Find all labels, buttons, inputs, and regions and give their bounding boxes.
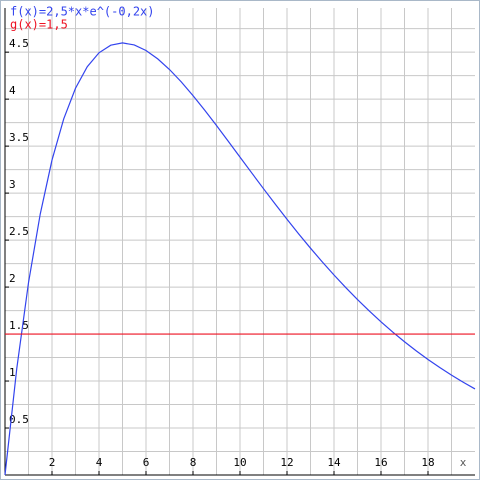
legend-entry: f(x)=2,5*x*e^(-0,2x)	[10, 5, 155, 19]
y-tick-label: 2.5	[9, 225, 29, 238]
y-tick-label: 1.5	[9, 319, 29, 332]
x-axis-label: x	[460, 456, 467, 469]
y-tick-label: 0.5	[9, 413, 29, 426]
y-tick-label: 1	[9, 366, 16, 379]
plot: 2 4 6 8 10 12 14 16 18 0.5 1 1.5 2 2.5 3 3.5 4 4.5 x	[4, 8, 476, 476]
x-tick-label: 2	[49, 456, 56, 469]
x-tick-label: 8	[190, 456, 197, 469]
x-tick-label: 10	[233, 456, 246, 469]
y-tick-label: 2	[9, 272, 16, 285]
y-tick-label: 4.5	[9, 37, 29, 50]
series-line	[4, 42, 476, 476]
legend-entry: g(x)=1,5	[10, 18, 68, 32]
y-tick-label: 3	[9, 178, 16, 191]
x-tick-label: 14	[327, 456, 341, 469]
grid	[5, 8, 475, 475]
y-tick-label: 3.5	[9, 131, 29, 144]
y-tick-label: 4	[9, 84, 16, 97]
x-tick-label: 4	[96, 456, 103, 469]
x-tick-label: 12	[280, 456, 293, 469]
x-tick-label: 18	[421, 456, 434, 469]
x-tick-label: 6	[143, 456, 150, 469]
x-tick-label: 16	[374, 456, 387, 469]
